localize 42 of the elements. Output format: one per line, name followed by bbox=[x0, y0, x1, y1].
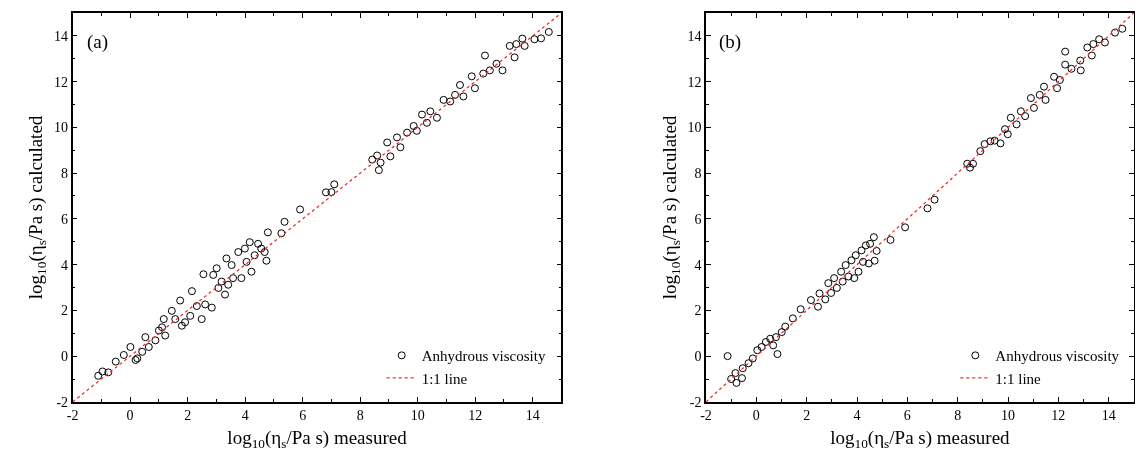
x-tick-label: 14 bbox=[1101, 408, 1116, 424]
y-tick-label: 12 bbox=[54, 74, 69, 90]
x-tick-label: 10 bbox=[1001, 408, 1016, 424]
y-tick-label: 6 bbox=[61, 211, 69, 227]
x-tick-label: 14 bbox=[525, 408, 540, 424]
legend-label: Anhydrous viscosity bbox=[421, 348, 546, 365]
x-tick-label: 2 bbox=[803, 408, 811, 424]
annotation: (b) bbox=[719, 31, 742, 53]
y-tick-label: 14 bbox=[54, 28, 69, 44]
y-tick-label: -2 bbox=[56, 394, 69, 410]
legend-label: 1:1 line bbox=[421, 370, 468, 387]
x-axis-title: log$_{10}$(η$_{s}$/Pa s) measured bbox=[227, 426, 408, 451]
x-tick-label: 0 bbox=[752, 408, 760, 424]
x-tick-label: 12 bbox=[1051, 408, 1066, 424]
y-tick-label: 4 bbox=[61, 257, 69, 273]
annotation: (a) bbox=[87, 31, 109, 53]
legend-label: 1:1 line bbox=[995, 370, 1042, 387]
x-tick-label: 2 bbox=[184, 408, 192, 424]
y-tick-label: 10 bbox=[54, 120, 69, 136]
x-tick-label: 8 bbox=[356, 408, 364, 424]
x-tick-label: 0 bbox=[126, 408, 134, 424]
y-tick-label: 2 bbox=[61, 303, 69, 319]
x-tick-label: 4 bbox=[853, 408, 861, 424]
y-tick-label: -2 bbox=[689, 394, 702, 410]
y-tick-label: 8 bbox=[61, 166, 69, 181]
x-tick-label: 6 bbox=[299, 408, 307, 424]
y-tick-label: 2 bbox=[694, 303, 702, 319]
y-tick-label: 4 bbox=[694, 257, 702, 273]
x-tick-label: 4 bbox=[241, 408, 249, 424]
y-tick-label: 0 bbox=[61, 349, 69, 365]
y-tick-label: 0 bbox=[694, 349, 702, 365]
y-tick-label: 14 bbox=[687, 28, 702, 44]
x-tick-label: 10 bbox=[410, 408, 425, 424]
x-tick-label: 6 bbox=[903, 408, 911, 424]
y-tick-label: 6 bbox=[694, 211, 702, 227]
y-tick-label: 12 bbox=[687, 74, 702, 90]
y-tick-label: 10 bbox=[687, 120, 702, 136]
x-tick-label: 12 bbox=[468, 408, 483, 424]
y-tick-label: 8 bbox=[694, 166, 702, 181]
x-tick-label: 8 bbox=[954, 408, 962, 424]
x-axis-title: log$_{10}$(η$_{s}$/Pa s) measured bbox=[830, 426, 1011, 451]
legend-label: Anhydrous viscosity bbox=[995, 348, 1120, 365]
